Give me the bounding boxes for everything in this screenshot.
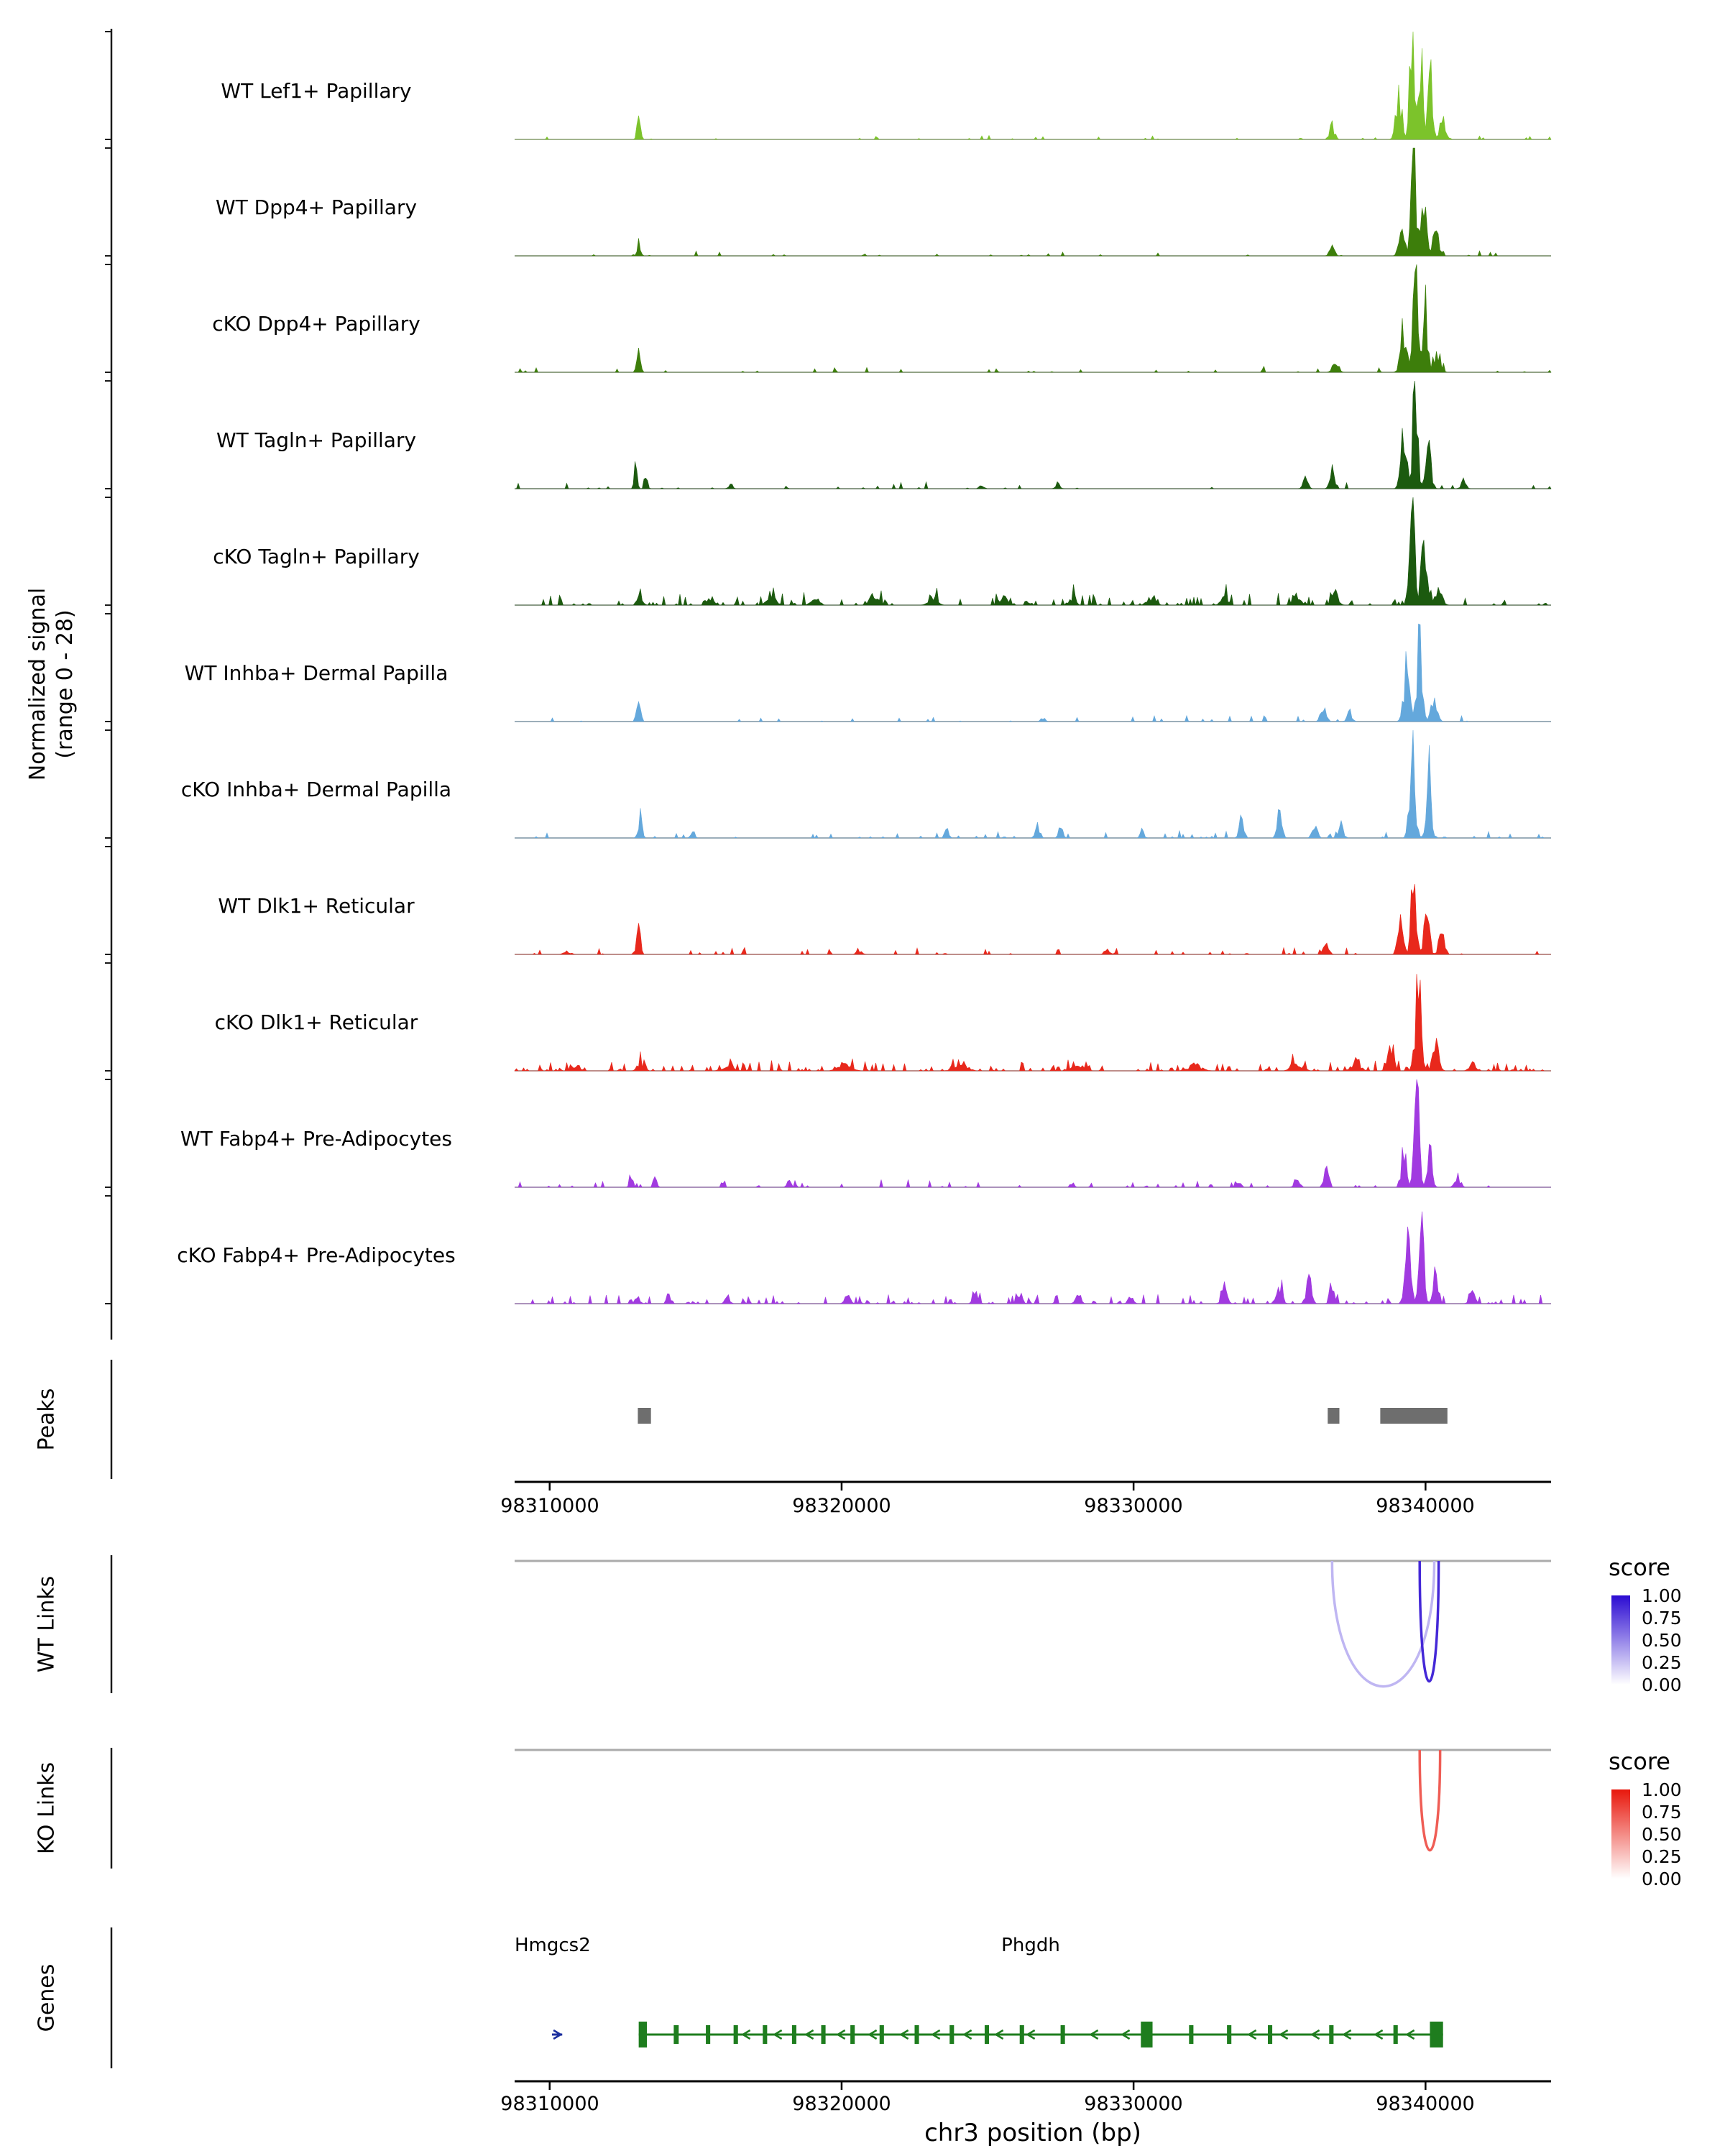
section-label-peaks: Peaks	[34, 1388, 60, 1451]
section-label-wt-links: WT Links	[34, 1575, 60, 1673]
x-tick-label: 98340000	[1376, 1495, 1475, 1517]
x-tick-label: 98340000	[1376, 2093, 1475, 2115]
wt-links-section	[515, 1560, 1630, 1688]
track-label-cko-dlk1: cKO Dlk1+ Reticular	[214, 1010, 418, 1034]
track-label-cko-tagln: cKO Tagln+ Papillary	[213, 545, 420, 568]
track-label-cko-fabp4: cKO Fabp4+ Pre-Adipocytes	[177, 1243, 456, 1267]
legend-tick: 0.25	[1642, 1652, 1682, 1673]
legend-tick: 0.00	[1642, 1674, 1682, 1695]
gene-label-hmgcs2: Hmgcs2	[515, 1935, 591, 1956]
link-arc	[1418, 1749, 1442, 1852]
x-tick-label: 98320000	[792, 1495, 891, 1517]
signal-track-4	[515, 497, 1551, 607]
legend-tick: 0.50	[1642, 1824, 1682, 1845]
x-axis	[515, 2080, 1551, 2090]
legend-tick: 0.50	[1642, 1630, 1682, 1651]
gene-model-phgdh	[638, 2022, 1443, 2047]
signal-axis-title: Normalized signal (range 0 - 28)	[25, 587, 78, 781]
peak-interval	[1380, 1408, 1448, 1424]
x-tick-label: 98310000	[500, 1495, 599, 1517]
axis-brackets	[105, 29, 113, 2068]
wt-links-legend-title: score	[1609, 1554, 1670, 1581]
signal-track-2	[515, 264, 1552, 373]
x-tick-label: 98330000	[1084, 1495, 1183, 1517]
legend-tick: 0.75	[1642, 1608, 1682, 1628]
gene-model-hmgcs2	[551, 2029, 563, 2040]
signal-track-8	[514, 974, 1551, 1072]
peak-interval	[638, 1408, 651, 1424]
signal-track-10	[515, 1211, 1551, 1305]
legend-tick: 1.00	[1642, 1585, 1682, 1606]
signal-track-9	[515, 1079, 1551, 1188]
signal-track-7	[515, 884, 1551, 955]
x-axis-title: chr3 position (bp)	[924, 2119, 1141, 2147]
link-arc	[1418, 1560, 1440, 1683]
track-label-cko-dpp4: cKO Dpp4+ Papillary	[212, 312, 420, 336]
signal-tracks	[514, 31, 1552, 1305]
score-colorbar	[1611, 1595, 1630, 1685]
gene-label-phgdh: Phgdh	[1001, 1935, 1060, 1956]
ko-links-section	[515, 1749, 1630, 1879]
x-tick-label: 98320000	[792, 2093, 891, 2115]
track-label-wt-inhba: WT Inhba+ Dermal Papilla	[184, 661, 448, 685]
legend-tick: 1.00	[1642, 1779, 1682, 1800]
signal-track-0	[515, 31, 1552, 140]
track-label-wt-fabp4: WT Fabp4+ Pre-Adipocytes	[180, 1127, 452, 1151]
signal-track-5	[515, 623, 1551, 722]
signal-track-1	[515, 147, 1551, 257]
ko-links-legend-title: score	[1609, 1748, 1670, 1775]
track-label-wt-dpp4: WT Dpp4+ Papillary	[215, 195, 418, 219]
signal-track-6	[515, 729, 1551, 839]
peaks-track	[638, 1408, 1448, 1424]
legend-tick: 0.00	[1642, 1869, 1682, 1889]
x-tick-label: 98330000	[1084, 2093, 1183, 2115]
section-label-ko-links: KO Links	[34, 1761, 60, 1855]
link-arc	[1330, 1560, 1436, 1688]
section-label-genes: Genes	[34, 1963, 60, 2032]
x-tick-label: 98310000	[500, 2093, 599, 2115]
track-label-wt-dlk1: WT Dlk1+ Reticular	[218, 894, 415, 918]
score-colorbar	[1611, 1789, 1630, 1879]
track-label-wt-tagln: WT Tagln+ Papillary	[216, 428, 417, 452]
signal-track-3	[515, 380, 1552, 489]
legend-tick: 0.75	[1642, 1802, 1682, 1823]
legend-tick: 0.25	[1642, 1846, 1682, 1867]
track-label-wt-lef1: WT Lef1+ Papillary	[221, 79, 412, 103]
x-axis	[515, 1480, 1551, 1491]
peak-interval	[1328, 1408, 1340, 1424]
track-label-cko-inhba: cKO Inhba+ Dermal Papilla	[180, 778, 452, 801]
